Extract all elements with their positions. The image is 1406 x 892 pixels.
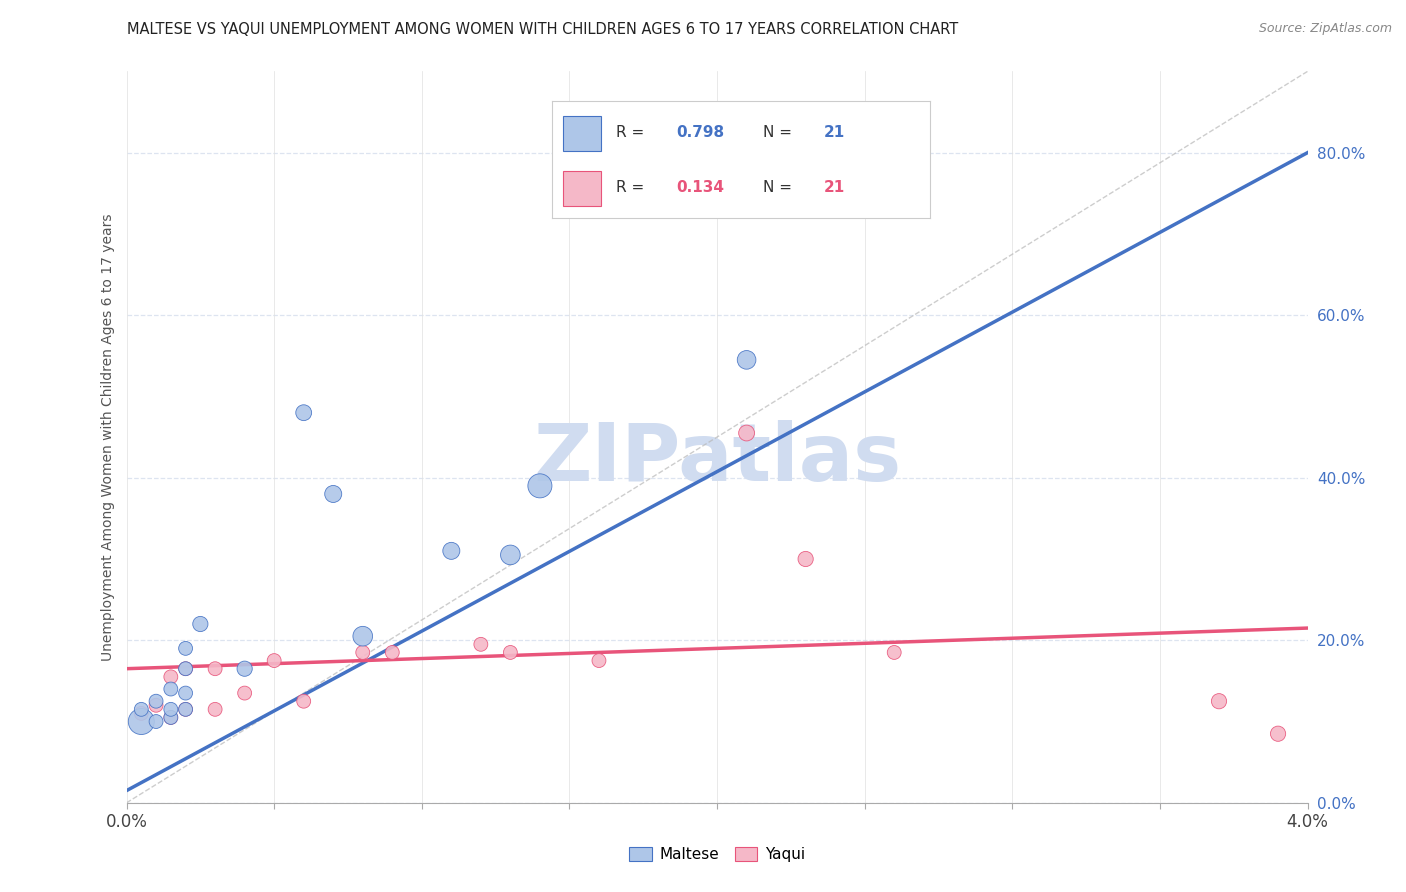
Text: ZIPatlas: ZIPatlas <box>533 420 901 498</box>
Point <box>529 479 551 493</box>
Point <box>129 714 153 729</box>
Point <box>352 645 374 659</box>
Point <box>470 637 492 651</box>
Point <box>204 662 226 676</box>
Text: Source: ZipAtlas.com: Source: ZipAtlas.com <box>1258 22 1392 36</box>
Point <box>174 702 197 716</box>
Point <box>233 686 256 700</box>
Point <box>853 186 876 201</box>
Point <box>499 645 522 659</box>
Text: MALTESE VS YAQUI UNEMPLOYMENT AMONG WOMEN WITH CHILDREN AGES 6 TO 17 YEARS CORRE: MALTESE VS YAQUI UNEMPLOYMENT AMONG WOME… <box>127 22 957 37</box>
Point <box>129 702 153 716</box>
Point <box>1208 694 1230 708</box>
Point <box>292 406 315 420</box>
Point <box>129 706 153 721</box>
Point <box>1267 727 1289 741</box>
Point <box>352 629 374 643</box>
Point <box>499 548 522 562</box>
Point <box>381 645 404 659</box>
Point <box>174 641 197 656</box>
Point <box>322 487 344 501</box>
Point <box>174 686 197 700</box>
Point <box>145 698 167 713</box>
Point <box>204 702 226 716</box>
Point <box>145 714 167 729</box>
Point <box>160 670 183 684</box>
Point <box>883 645 905 659</box>
Point <box>160 681 183 696</box>
Point <box>292 694 315 708</box>
Point <box>735 352 758 367</box>
Point <box>160 702 183 716</box>
Point <box>160 710 183 724</box>
Legend: Maltese, Yaqui: Maltese, Yaqui <box>623 841 811 868</box>
Point <box>440 544 463 558</box>
Point <box>145 694 167 708</box>
Point <box>263 654 285 668</box>
Point <box>160 710 183 724</box>
Point <box>174 662 197 676</box>
Point <box>233 662 256 676</box>
Point <box>735 425 758 440</box>
Point <box>794 552 817 566</box>
Point <box>588 654 610 668</box>
Y-axis label: Unemployment Among Women with Children Ages 6 to 17 years: Unemployment Among Women with Children A… <box>101 213 115 661</box>
Point <box>174 662 197 676</box>
Point <box>188 617 211 632</box>
Point <box>174 702 197 716</box>
